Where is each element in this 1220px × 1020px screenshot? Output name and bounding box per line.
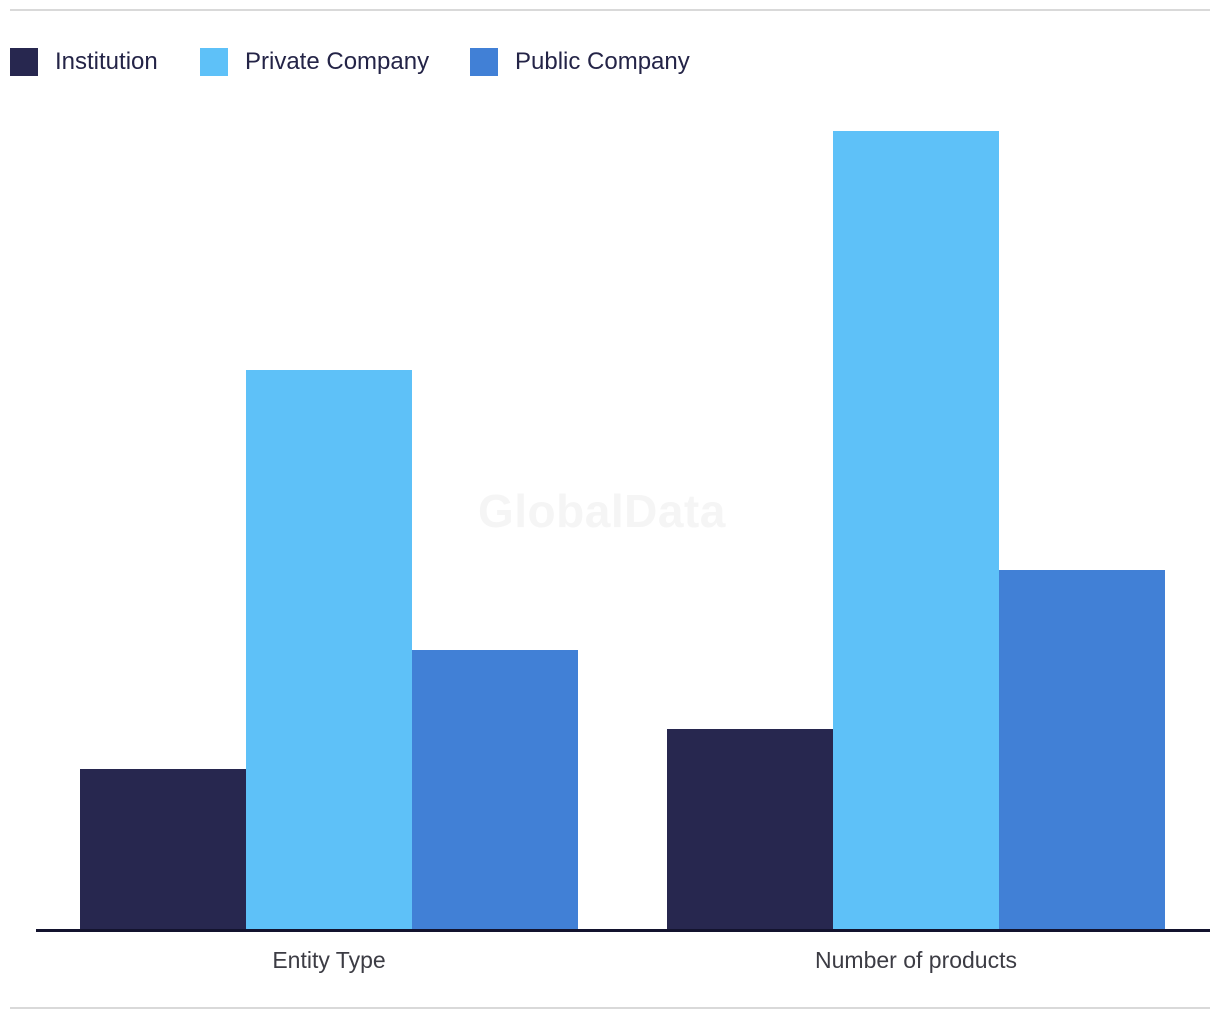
bar-private-company-entity-type[interactable] — [246, 370, 412, 929]
legend-swatch-private-company — [200, 48, 228, 76]
legend-item-private-company[interactable]: Private Company — [200, 48, 429, 76]
legend-item-institution[interactable]: Institution — [10, 48, 158, 76]
legend-label: Institution — [55, 48, 158, 75]
bar-private-company-number-of-products[interactable] — [833, 131, 999, 929]
top-divider — [10, 9, 1210, 11]
chart-legend: Institution Private Company Public Compa… — [0, 48, 1220, 76]
x-axis-label-entity-type: Entity Type — [272, 947, 386, 973]
x-axis-line — [36, 929, 1210, 932]
bar-public-company-entity-type[interactable] — [412, 650, 578, 929]
legend-swatch-public-company — [470, 48, 498, 76]
legend-swatch-institution — [10, 48, 38, 76]
bar-institution-number-of-products[interactable] — [667, 729, 833, 929]
watermark: GlobalData — [478, 485, 726, 537]
bottom-divider — [10, 1007, 1210, 1009]
legend-label: Public Company — [515, 48, 690, 75]
legend-item-public-company[interactable]: Public Company — [470, 48, 690, 76]
bar-institution-entity-type[interactable] — [80, 769, 246, 929]
bar-public-company-number-of-products[interactable] — [999, 570, 1165, 929]
legend-label: Private Company — [245, 48, 430, 75]
x-axis-label-number-of-products: Number of products — [815, 947, 1017, 973]
